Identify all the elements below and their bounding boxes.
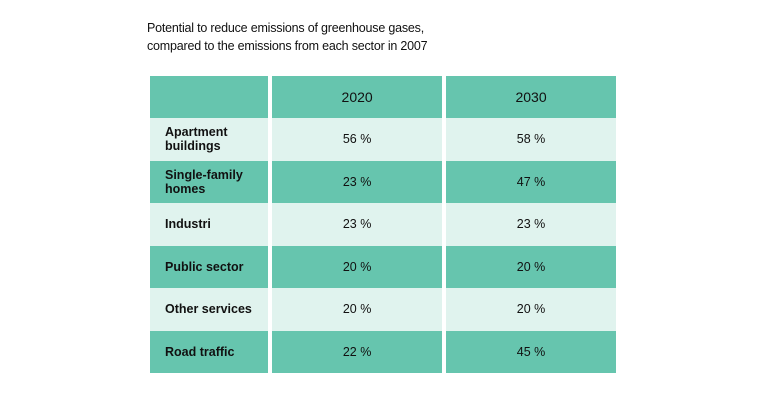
column-separator (268, 288, 273, 331)
value-single-family-2030: 47 % (446, 160, 617, 203)
column-separator (442, 160, 447, 203)
row-label-industri: Industri (150, 203, 269, 246)
value-apartment-2020: 56 % (272, 118, 443, 161)
column-separator (442, 330, 447, 373)
value-apartment-2030: 58 % (446, 118, 617, 161)
value-other-services-2030: 20 % (446, 288, 617, 331)
table-row: Public sector 20 % 20 % (150, 245, 617, 288)
table-title: Potential to reduce emissions of greenho… (147, 19, 428, 55)
value-industri-2030: 23 % (446, 203, 617, 246)
table-row: Other services 20 % 20 % (150, 288, 617, 331)
value-other-services-2020: 20 % (272, 288, 443, 331)
table-row: Single-family homes 23 % 47 % (150, 160, 617, 203)
column-separator (442, 245, 447, 288)
column-header-2030: 2030 (446, 76, 617, 118)
value-public-sector-2020: 20 % (272, 245, 443, 288)
column-separator (442, 203, 447, 246)
column-separator (268, 330, 273, 373)
row-label-public-sector: Public sector (150, 245, 269, 288)
column-separator (268, 118, 273, 161)
title-line-2: compared to the emissions from each sect… (147, 39, 428, 53)
value-public-sector-2030: 20 % (446, 245, 617, 288)
column-separator (442, 288, 447, 331)
table-row: Road traffic 22 % 45 % (150, 330, 617, 373)
title-line-1: Potential to reduce emissions of greenho… (147, 21, 424, 35)
column-separator (268, 245, 273, 288)
column-separator (268, 203, 273, 246)
column-header-2020: 2020 (272, 76, 443, 118)
value-road-traffic-2020: 22 % (272, 330, 443, 373)
emissions-table: 2020 2030 Apartment buildings 56 % 58 % … (150, 76, 617, 373)
row-label-other-services: Other services (150, 288, 269, 331)
column-separator (268, 76, 273, 118)
column-separator (442, 76, 447, 118)
value-industri-2020: 23 % (272, 203, 443, 246)
header-corner-cell (150, 76, 269, 118)
value-single-family-2020: 23 % (272, 160, 443, 203)
column-separator (268, 160, 273, 203)
column-separator (442, 118, 447, 161)
row-label-apartment-buildings: Apartment buildings (150, 118, 269, 161)
value-road-traffic-2030: 45 % (446, 330, 617, 373)
row-label-single-family-homes: Single-family homes (150, 160, 269, 203)
table-row: Industri 23 % 23 % (150, 203, 617, 246)
table-header-row: 2020 2030 (150, 76, 617, 118)
row-label-road-traffic: Road traffic (150, 330, 269, 373)
table-row: Apartment buildings 56 % 58 % (150, 118, 617, 161)
